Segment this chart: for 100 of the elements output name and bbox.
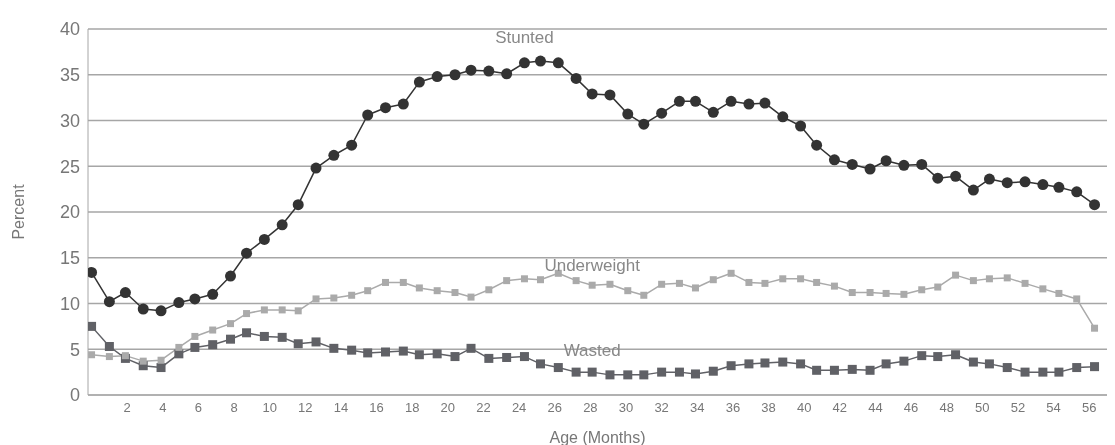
- point: [866, 289, 874, 297]
- point: [572, 277, 580, 285]
- point: [501, 68, 513, 80]
- point: [1021, 279, 1029, 287]
- point: [640, 291, 648, 299]
- point: [173, 297, 185, 309]
- point: [380, 102, 392, 114]
- point: [691, 284, 699, 292]
- point: [258, 233, 270, 245]
- point: [119, 287, 131, 299]
- x-tick-label: 22: [476, 400, 491, 416]
- point: [227, 320, 235, 328]
- x-tick-label: 16: [369, 400, 384, 416]
- point: [1019, 176, 1031, 188]
- point: [207, 288, 219, 300]
- point: [796, 359, 806, 369]
- point: [450, 352, 460, 362]
- point: [260, 306, 268, 314]
- point: [707, 106, 719, 118]
- point: [88, 321, 97, 331]
- point: [623, 370, 633, 380]
- point: [675, 279, 683, 287]
- point: [604, 89, 616, 101]
- y-tick-label: 10: [59, 293, 80, 314]
- point: [918, 286, 926, 294]
- point: [363, 348, 373, 358]
- point: [278, 306, 286, 314]
- point: [1003, 274, 1011, 282]
- point: [570, 72, 582, 84]
- point: [294, 307, 302, 315]
- point: [674, 367, 684, 377]
- point: [431, 71, 443, 83]
- point: [1089, 199, 1101, 211]
- point: [503, 277, 511, 285]
- point: [865, 365, 875, 375]
- point: [779, 275, 787, 283]
- point: [191, 332, 199, 340]
- x-tick-label: 12: [298, 400, 313, 416]
- point: [415, 284, 423, 292]
- point: [328, 149, 340, 161]
- point: [243, 310, 251, 318]
- point: [932, 172, 944, 184]
- x-tick-label: 46: [903, 400, 919, 416]
- point: [397, 98, 409, 110]
- point: [225, 270, 237, 282]
- point: [571, 367, 581, 377]
- point: [398, 346, 408, 356]
- point: [1020, 367, 1030, 377]
- point: [347, 345, 357, 355]
- y-tick-label: 20: [59, 202, 80, 223]
- y-tick-label: 35: [59, 65, 80, 86]
- point: [917, 351, 927, 361]
- x-tick-label: 18: [404, 400, 420, 416]
- point: [813, 278, 821, 286]
- point: [432, 349, 442, 359]
- point: [259, 331, 269, 341]
- point: [829, 365, 839, 375]
- point: [226, 334, 236, 344]
- point: [553, 363, 563, 373]
- point: [605, 370, 615, 380]
- point: [639, 370, 649, 380]
- point: [1037, 179, 1049, 191]
- x-tick-label: 2: [123, 400, 131, 416]
- point: [657, 367, 667, 377]
- point: [1038, 367, 1048, 377]
- point: [744, 359, 754, 369]
- point: [656, 107, 668, 119]
- x-tick-label: 48: [939, 400, 954, 416]
- y-tick-label: 5: [69, 339, 80, 360]
- point: [156, 363, 166, 373]
- x-tick-label: 38: [761, 400, 776, 416]
- point: [190, 342, 200, 352]
- point: [1091, 324, 1099, 332]
- x-tick-label: 50: [975, 400, 990, 416]
- point: [311, 337, 321, 347]
- point: [777, 111, 789, 123]
- point: [898, 159, 910, 171]
- x-tick-label: 40: [796, 400, 812, 416]
- point: [241, 247, 253, 259]
- x-tick-label: 10: [262, 400, 277, 416]
- point: [830, 282, 838, 290]
- point: [811, 139, 823, 151]
- point: [292, 199, 304, 211]
- point: [362, 109, 374, 121]
- point: [847, 364, 857, 374]
- point: [1071, 186, 1083, 198]
- point: [812, 365, 822, 375]
- point: [933, 352, 943, 362]
- point: [587, 367, 597, 377]
- x-tick-label: 26: [547, 400, 562, 416]
- point: [1053, 181, 1065, 193]
- point: [985, 275, 993, 283]
- point: [518, 57, 530, 69]
- point: [449, 69, 461, 81]
- point: [864, 163, 876, 175]
- point: [451, 289, 459, 297]
- point: [413, 76, 425, 88]
- point: [330, 294, 338, 302]
- point: [586, 88, 598, 100]
- x-tick-label: 30: [618, 400, 634, 416]
